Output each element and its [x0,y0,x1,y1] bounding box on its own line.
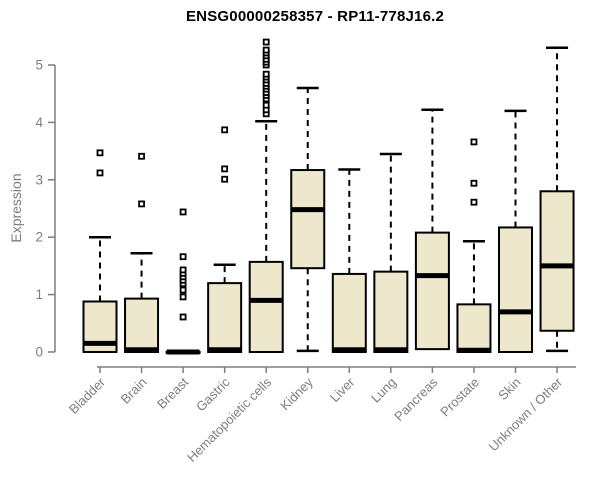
x-tick-label: Bladder [66,374,109,417]
outlier-point [179,266,187,274]
y-tick-label: 4 [35,115,43,130]
outlier-point [262,38,270,46]
outlier-point [179,313,187,321]
box [290,169,326,270]
box [498,226,533,353]
outlier-point [221,165,229,173]
y-tick-label: 1 [35,287,43,302]
outlier-point [138,152,145,160]
outlier-point [179,253,187,261]
x-tick-label: Kidney [277,374,316,413]
box [331,272,367,354]
outlier-point [262,101,270,109]
outlier-point [179,293,187,301]
outlier-point [179,286,187,294]
box [539,190,575,332]
x-tick-label: Brain [118,375,150,407]
box [207,282,243,353]
x-tick-label: Skin [495,375,523,403]
x-tick-label: Pancreas [391,374,441,424]
box [248,260,284,353]
box [456,303,492,353]
x-tick-label: Prostate [437,375,482,420]
outlier-point [470,138,478,146]
outlier-point [262,46,270,54]
box [124,297,160,354]
y-tick-label: 5 [35,58,43,73]
y-tick-label: 0 [35,345,43,360]
outlier-point [262,70,270,78]
outlier-point [221,175,229,183]
x-tick-label: Unknown / Other [486,374,566,454]
outlier-point [96,169,104,177]
box [414,231,450,351]
outlier-point [179,208,187,216]
x-tick-label: Gastric [193,374,233,414]
box [373,270,409,354]
outlier-point [470,179,478,187]
chart-title: ENSG00000258357 - RP11-778J16.2 [185,8,445,25]
x-tick-label: Liver [327,374,358,405]
outlier-point [138,200,145,208]
y-tick-label: 2 [35,230,43,245]
outlier-point [96,149,104,157]
outlier-point [221,126,229,134]
x-tick-label: Breast [154,374,191,411]
y-tick-label: 3 [35,172,43,187]
outlier-point [470,198,478,206]
x-tick-label: Lung [368,375,399,406]
